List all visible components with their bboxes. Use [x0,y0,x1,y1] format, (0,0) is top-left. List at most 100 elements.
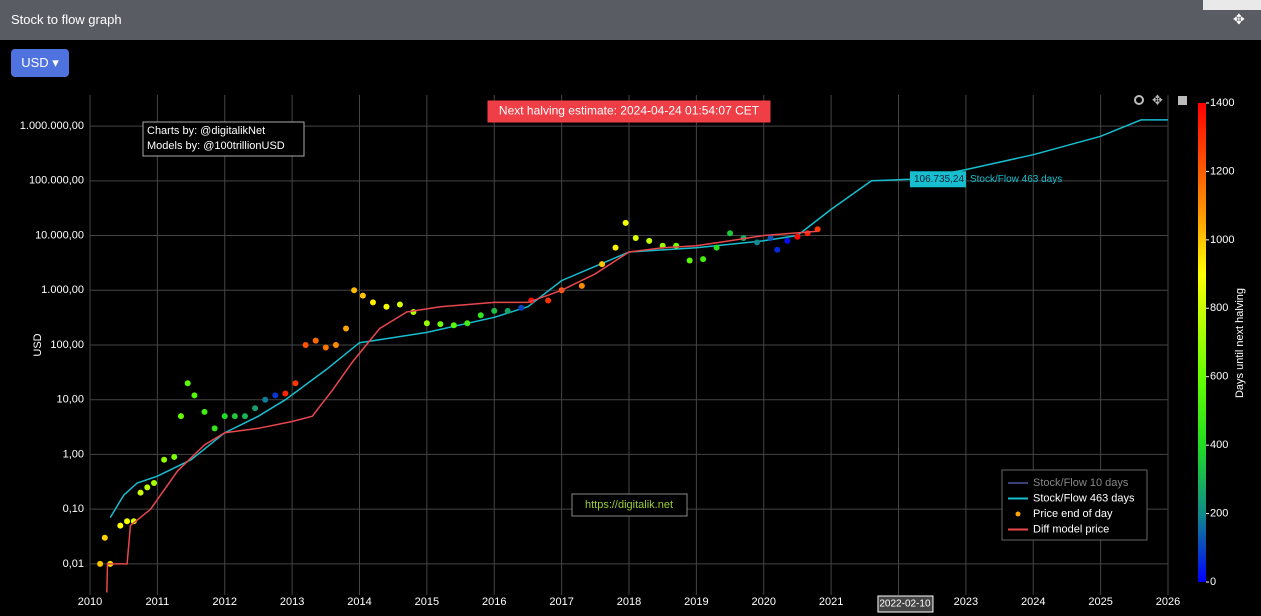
x-tick-label: 2018 [617,596,641,608]
colorbar-tick-label: 1000 [1210,234,1234,246]
price-dot [464,320,471,327]
price-dot [282,390,289,397]
zoom-icon[interactable] [1134,95,1144,105]
price-dot [673,242,680,249]
colorbar-tick-label: 0 [1210,576,1216,588]
x-tick-label: 2023 [954,596,978,608]
legend-label: Price end of day [1033,508,1113,520]
colorbar-tick-label: 1200 [1210,165,1234,177]
price-dot [599,261,606,268]
x-tick-label: 2014 [347,596,371,608]
line [106,230,818,593]
price-dot [272,392,279,399]
price-dot [137,489,144,496]
colorbar-tick-label: 600 [1210,371,1228,383]
price-dot [101,534,108,541]
price-dot [161,456,168,463]
colorbar-tick-label: 800 [1210,302,1228,314]
price-dot [794,233,801,240]
price-dot [578,282,585,289]
legend-swatch [1015,511,1021,517]
hover-value: 106.735,24 [914,174,964,185]
legend-label: Stock/Flow 10 days [1033,477,1129,489]
currency-button[interactable]: USD ▾ [11,49,69,77]
price-dot [359,292,366,299]
x-tick-label: 2013 [280,596,304,608]
price-dot [622,219,629,226]
price-dot [221,413,228,420]
x-tick-label: 2015 [415,596,439,608]
hover-x: 2022-02-10 [879,599,931,610]
price-dot [713,244,720,251]
price-dot [252,405,259,412]
price-dot [437,321,444,328]
price-dot [124,518,131,525]
price-dot [545,297,552,304]
price-dot [396,301,403,308]
legend-label: Diff model price [1033,523,1109,535]
price-dot [201,408,208,415]
x-tick-label: 2019 [684,596,708,608]
price-dot [477,312,484,319]
price-dot [241,413,248,420]
toolbar: ✥ [1134,92,1187,107]
models-by: Models by: @100trillionUSD [147,140,285,152]
legend-box [1001,469,1148,541]
url-note: https://digitalik.net [585,499,673,511]
price-dot [754,239,761,246]
price-dot [343,325,350,332]
price-dot [767,235,774,242]
price-dot [383,303,390,310]
x-tick-label: 2011 [146,596,170,608]
price-dot [686,257,693,264]
y-tick-label: 100,00 [50,339,84,351]
chart: ✥ 2010 2011 2012 2013 2014 2015 2016 2017 2018 20… [20,92,1246,613]
x-tick-label: 2025 [1088,596,1112,608]
header-title: Stock to flow graph [11,12,122,27]
price-dot [292,380,299,387]
price-dot [332,341,339,348]
url-note-box [571,493,688,517]
y-tick-label: 0,10 [63,503,84,515]
x-tick-label: 2021 [819,596,843,608]
price-dot [369,299,376,306]
charts-by: Charts by: @digitalikNet [147,125,265,137]
price-dot [518,304,525,311]
currency-label: USD [21,55,49,70]
price-dot [504,307,511,314]
price-dot [423,320,430,327]
price-dot [117,522,124,529]
price-dot [322,344,329,351]
credits-box [142,121,305,157]
zoom-in-icon[interactable] [1178,96,1187,105]
y-tick-label: 1.000,00 [41,284,84,296]
price-dot [727,230,734,237]
y-tick-label: 10.000,00 [35,229,84,241]
price-dot [151,480,158,487]
price-dot [646,237,653,244]
hover-series: Stock/Flow 463 days [970,174,1062,185]
x-tick-label: 2012 [213,596,237,608]
price-dot [351,287,358,294]
colorbar-tick-label: 1400 [1210,97,1234,109]
price-dot [632,235,639,242]
price-dot [231,413,238,420]
y-tick-label: 1.000.000,00 [20,120,84,132]
price-dot [784,237,791,244]
x-tick-label: 2010 [78,596,102,608]
halving-note-box [487,100,771,123]
move-icon[interactable]: ✥ [1233,11,1245,27]
hover-x-box [877,595,934,613]
price-dot [302,341,309,348]
colorbar-tick-label: 200 [1210,507,1228,519]
price-dot [312,337,319,344]
x-tick-label: 2024 [1021,596,1045,608]
price-dot [130,518,137,525]
legend-label: Stock/Flow 463 days [1033,492,1135,504]
halving-note: Next halving estimate: 2024-04-24 01:54:… [499,104,760,118]
price-dot [491,307,498,314]
price-dot [144,484,151,491]
pan-icon[interactable]: ✥ [1152,92,1163,107]
scrollbar [1203,0,1261,10]
x-tick-label: 2016 [482,596,506,608]
